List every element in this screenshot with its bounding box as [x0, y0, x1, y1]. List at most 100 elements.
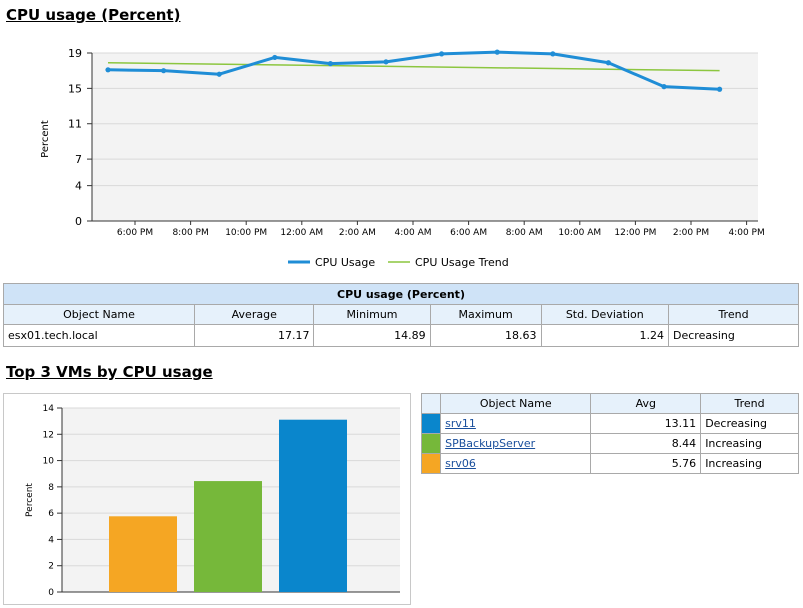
- data-point-cpu-usage: [327, 61, 333, 67]
- column-header[interactable]: Trend: [668, 304, 799, 325]
- x-tick-label: 6:00 AM: [450, 228, 487, 238]
- vm-link[interactable]: srv11: [445, 417, 476, 430]
- column-header[interactable]: Minimum: [313, 304, 431, 325]
- cpu-usage-summary-table: CPU usage (Percent) Object Name Average Min…: [2, 283, 799, 347]
- y-tick-label: 4: [75, 180, 82, 193]
- y-axis-label: Percent: [25, 483, 35, 517]
- table-cell: 5.76: [590, 453, 702, 474]
- y-tick-label: 12: [43, 430, 54, 440]
- table-row: srv11 13.11 Decreasing: [420, 413, 799, 434]
- y-gridlines: [92, 52, 758, 187]
- bar-spbackupserver: [194, 481, 262, 592]
- data-point-cpu-usage: [272, 54, 278, 61]
- column-header[interactable]: Std. Deviation: [540, 304, 670, 325]
- y-tick-label: 4: [48, 535, 54, 545]
- y-axis: 0 4 7 11 15 19: [68, 47, 93, 228]
- bars-layer: [109, 419, 347, 592]
- table-cell: srv11: [440, 413, 592, 434]
- x-tick-label: 2:00 PM: [673, 228, 709, 238]
- column-header[interactable]: Average: [194, 304, 315, 325]
- series-layer: [105, 49, 723, 92]
- table-cell: Decreasing: [668, 324, 799, 347]
- table-cell: Increasing: [700, 453, 799, 474]
- top-vms-bar-chart-panel: 0 2 4 6 8 10 12 14 Percent: [3, 393, 411, 605]
- column-header[interactable]: Trend: [700, 393, 799, 414]
- column-header: [420, 393, 442, 414]
- x-tick-label: 12:00 PM: [614, 228, 656, 238]
- data-point-cpu-usage: [216, 71, 222, 77]
- table-cell: 14.89: [313, 324, 431, 347]
- column-header[interactable]: Maximum: [429, 304, 542, 325]
- table-header-row: Object Name Avg Trend: [420, 393, 799, 414]
- data-point-cpu-usage: [161, 68, 167, 74]
- legend-item-trend[interactable]: CPU Usage Trend: [388, 256, 509, 269]
- bar-srv11: [279, 419, 347, 592]
- y-tick-label: 14: [43, 404, 55, 414]
- y-tick-label: 19: [68, 47, 82, 60]
- table-header-row: Object Name Average Minimum Maximum Std. Dev…: [2, 304, 799, 325]
- x-tick-label: 2:00 AM: [339, 228, 376, 238]
- plot-area: [92, 53, 758, 221]
- data-point-cpu-usage: [494, 49, 500, 55]
- vm-link[interactable]: srv06: [445, 457, 476, 470]
- legend-label-usage: CPU Usage: [315, 256, 375, 269]
- x-axis: 6:00 PM 8:00 PM 10:00 PM 12:00 AM 2:00 AM 4:0…: [92, 220, 765, 238]
- y-tick-label: 11: [68, 118, 82, 131]
- column-header[interactable]: Avg: [590, 393, 702, 414]
- x-tick-label: 8:00 AM: [506, 228, 543, 238]
- table-cell: Decreasing: [700, 413, 799, 434]
- y-tick-label: 10: [43, 457, 55, 467]
- y-tick-label: 6: [48, 509, 54, 519]
- x-tick-label: 10:00 PM: [225, 228, 267, 238]
- table-cell: 13.11: [590, 413, 702, 434]
- y-axis-label: Percent: [40, 120, 51, 158]
- column-header[interactable]: Object Name: [440, 393, 592, 414]
- color-swatch: [420, 433, 442, 454]
- table-row: srv06 5.76 Increasing: [420, 453, 799, 474]
- table-row: SPBackupServer 8.44 Increasing: [420, 433, 799, 454]
- table-cell: SPBackupServer: [440, 433, 592, 454]
- cpu-usage-line-chart: 0 4 7 11 15 19 6:00 PM 8:00 PM 10:00 PM 12:00 AM…: [40, 47, 765, 269]
- top-vms-bar-chart: 0 2 4 6 8 10 12 14 Percent: [25, 404, 400, 598]
- data-point-cpu-usage: [105, 67, 111, 73]
- y-tick-label: 15: [68, 82, 82, 95]
- y-tick-label: 2: [48, 562, 54, 572]
- table-caption: CPU usage (Percent): [3, 283, 799, 305]
- table-cell: 17.17: [194, 324, 315, 347]
- data-point-cpu-usage: [550, 51, 556, 57]
- x-tick-label: 12:00 AM: [280, 228, 323, 238]
- vm-link[interactable]: SPBackupServer: [445, 437, 536, 450]
- chart-legend: CPU Usage CPU Usage Trend: [288, 256, 509, 269]
- data-point-cpu-usage: [717, 86, 723, 92]
- x-tick-label: 10:00 AM: [558, 228, 601, 238]
- x-tick-label: 8:00 PM: [172, 228, 208, 238]
- data-point-cpu-usage: [661, 84, 667, 90]
- y-tick-label: 8: [48, 483, 54, 493]
- legend-label-trend: CPU Usage Trend: [415, 256, 509, 269]
- table-cell: 8.44: [590, 433, 702, 454]
- top-vms-section-title: Top 3 VMs by CPU usage: [6, 363, 213, 381]
- x-tick-label: 4:00 AM: [395, 228, 432, 238]
- table-cell: srv06: [440, 453, 592, 474]
- table-row: esx01.tech.local 17.17 14.89 18.63 1.24 Decre…: [2, 324, 799, 347]
- x-tick-label: 6:00 PM: [117, 228, 153, 238]
- column-header[interactable]: Object Name: [2, 304, 196, 325]
- y-tick-label: 0: [48, 588, 54, 598]
- table-cell: 18.63: [429, 324, 542, 347]
- bar-srv06: [109, 516, 177, 592]
- data-point-cpu-usage: [605, 60, 612, 66]
- legend-item-usage[interactable]: CPU Usage: [288, 256, 375, 269]
- y-tick-label: 7: [75, 153, 82, 166]
- color-swatch: [420, 413, 442, 434]
- color-swatch: [420, 453, 442, 474]
- cpu-usage-section-title: CPU usage (Percent): [6, 6, 181, 24]
- top-vms-table: Object Name Avg Trend srv11 13.11 Decreasing S…: [420, 393, 799, 474]
- table-cell: Increasing: [700, 433, 799, 454]
- x-tick-label: 4:00 PM: [728, 228, 764, 238]
- data-point-cpu-usage: [383, 59, 389, 65]
- series-line-cpu-usage-trend: [107, 61, 720, 72]
- table-cell: 1.24: [540, 324, 670, 347]
- y-tick-label: 0: [75, 215, 82, 228]
- table-cell: esx01.tech.local: [2, 324, 196, 347]
- series-line-cpu-usage: [107, 50, 720, 91]
